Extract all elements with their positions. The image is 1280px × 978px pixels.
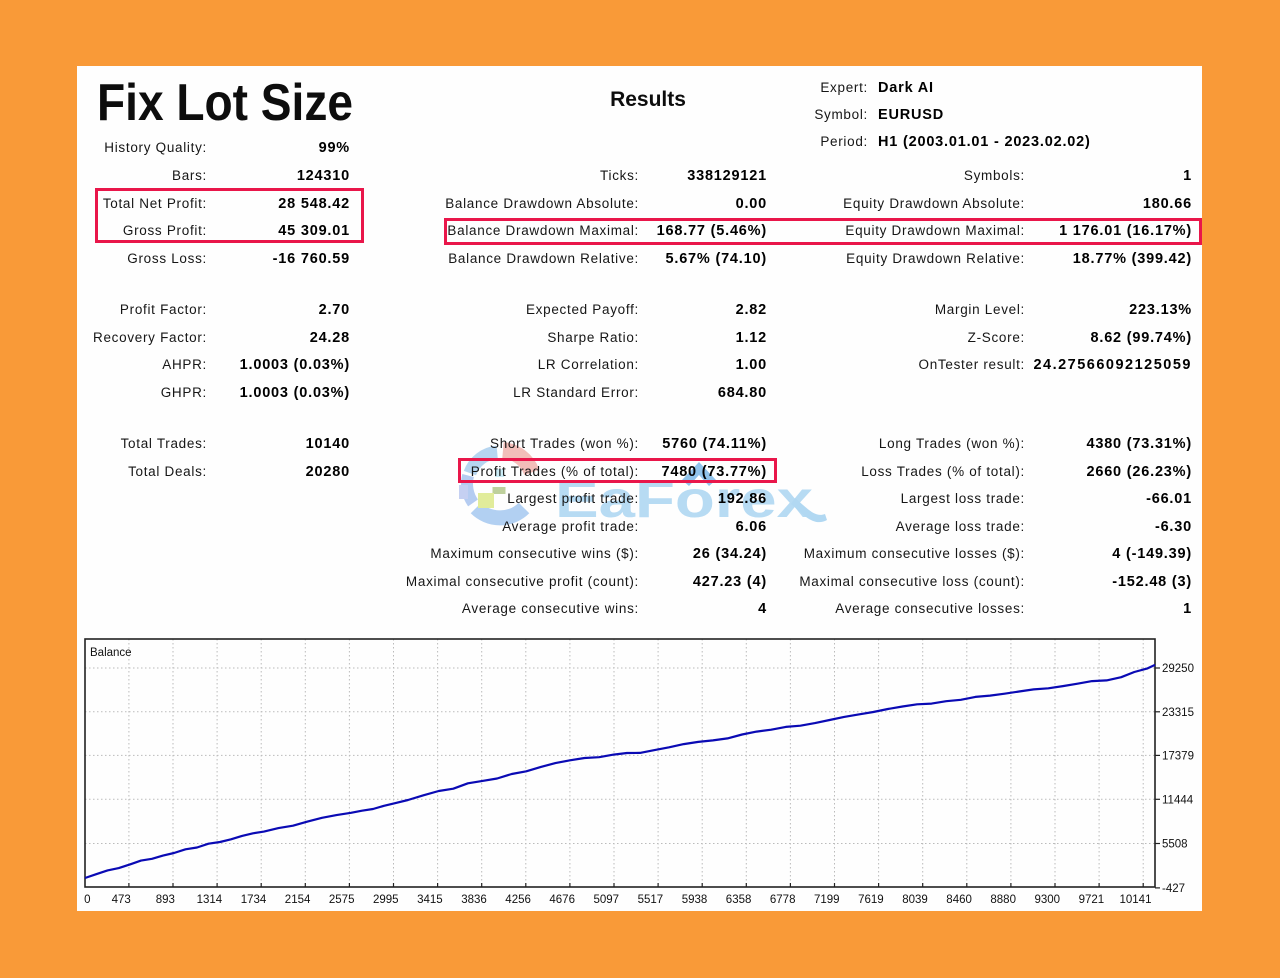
svg-text:6358: 6358 <box>726 894 752 906</box>
svg-text:9300: 9300 <box>1035 894 1061 906</box>
svg-text:3836: 3836 <box>461 894 487 906</box>
svg-text:3415: 3415 <box>417 894 443 906</box>
svg-text:8460: 8460 <box>946 894 972 906</box>
svg-text:0: 0 <box>84 894 90 906</box>
svg-text:7619: 7619 <box>858 894 884 906</box>
svg-text:2575: 2575 <box>329 894 355 906</box>
svg-text:5097: 5097 <box>594 894 620 906</box>
svg-text:Balance: Balance <box>90 647 132 659</box>
svg-text:2154: 2154 <box>285 894 311 906</box>
svg-text:4676: 4676 <box>549 894 575 906</box>
svg-text:5517: 5517 <box>638 894 664 906</box>
svg-text:893: 893 <box>156 894 175 906</box>
svg-text:1734: 1734 <box>241 894 267 906</box>
svg-text:1314: 1314 <box>197 894 223 906</box>
svg-text:473: 473 <box>112 894 131 906</box>
svg-text:17379: 17379 <box>1162 750 1194 762</box>
svg-text:11444: 11444 <box>1162 794 1194 806</box>
svg-text:2995: 2995 <box>373 894 399 906</box>
svg-text:6778: 6778 <box>770 894 796 906</box>
svg-text:9721: 9721 <box>1079 894 1105 906</box>
svg-text:5508: 5508 <box>1162 839 1188 851</box>
svg-text:-427: -427 <box>1162 883 1185 895</box>
svg-text:8880: 8880 <box>990 894 1016 906</box>
svg-text:5938: 5938 <box>682 894 708 906</box>
svg-text:7199: 7199 <box>814 894 840 906</box>
svg-text:4256: 4256 <box>505 894 531 906</box>
svg-text:23315: 23315 <box>1162 707 1194 719</box>
svg-text:10141: 10141 <box>1120 894 1152 906</box>
svg-text:8039: 8039 <box>902 894 928 906</box>
svg-text:29250: 29250 <box>1162 663 1194 675</box>
